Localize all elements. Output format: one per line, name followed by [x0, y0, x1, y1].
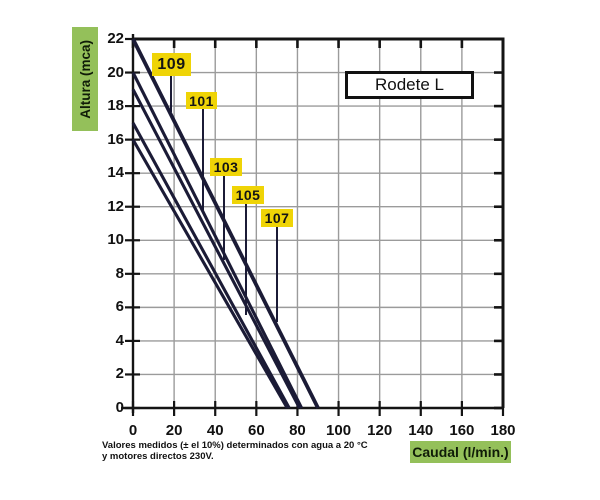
curve-label-109: 109	[152, 53, 191, 76]
curve-107	[131, 138, 289, 409]
curve-105	[131, 122, 291, 409]
x-axis-title: Caudal (l/min.)	[410, 441, 511, 463]
y-tick-label: 0	[115, 399, 124, 416]
y-tick-label: 8	[115, 264, 124, 282]
curve-label-107: 107	[261, 209, 293, 227]
y-tick-label: 12	[107, 197, 124, 215]
x-tick-label: 40	[206, 422, 224, 439]
footnote-line-1: Valores medidos (± el 10%) determinados …	[102, 440, 368, 451]
curve-label-105: 105	[232, 186, 264, 204]
y-tick-label: 6	[115, 298, 124, 316]
y-tick-label: 16	[107, 130, 124, 148]
y-axis-title: Altura (mca)	[72, 27, 98, 131]
curve-103	[131, 88, 301, 409]
x-tick-label: 160	[449, 422, 475, 439]
y-tick-label: 10	[107, 231, 124, 249]
curve-label-103: 103	[210, 158, 242, 176]
curve-109	[131, 38, 320, 409]
x-tick-label: 180	[490, 422, 516, 439]
impeller-title-text: Rodete L	[375, 75, 444, 94]
x-tick-label: 80	[289, 422, 306, 439]
y-tick-label: 20	[107, 63, 124, 81]
x-axis-title-text: Caudal (l/min.)	[412, 444, 509, 460]
curve-101	[131, 71, 303, 409]
y-tick-label: 2	[115, 365, 124, 383]
x-tick-label: 140	[408, 422, 434, 439]
y-tick-label: 4	[115, 331, 124, 349]
y-tick-label: 14	[107, 164, 124, 182]
x-tick-label: 0	[128, 422, 138, 439]
y-tick-label: 22	[107, 30, 124, 47]
x-tick-label: 100	[326, 422, 352, 439]
footnote-line-2: y motores directos 230V.	[102, 451, 214, 462]
x-tick-label: 20	[165, 422, 183, 439]
x-tick-label: 120	[367, 422, 393, 439]
x-tick-label: 60	[247, 422, 265, 439]
footnote: Valores medidos (± el 10%) determinados …	[102, 440, 392, 462]
impeller-title-box: Rodete L	[345, 71, 474, 99]
curve-label-101: 101	[186, 92, 217, 109]
y-tick-label: 18	[107, 97, 124, 115]
y-axis-title-text: Altura (mca)	[77, 39, 93, 119]
